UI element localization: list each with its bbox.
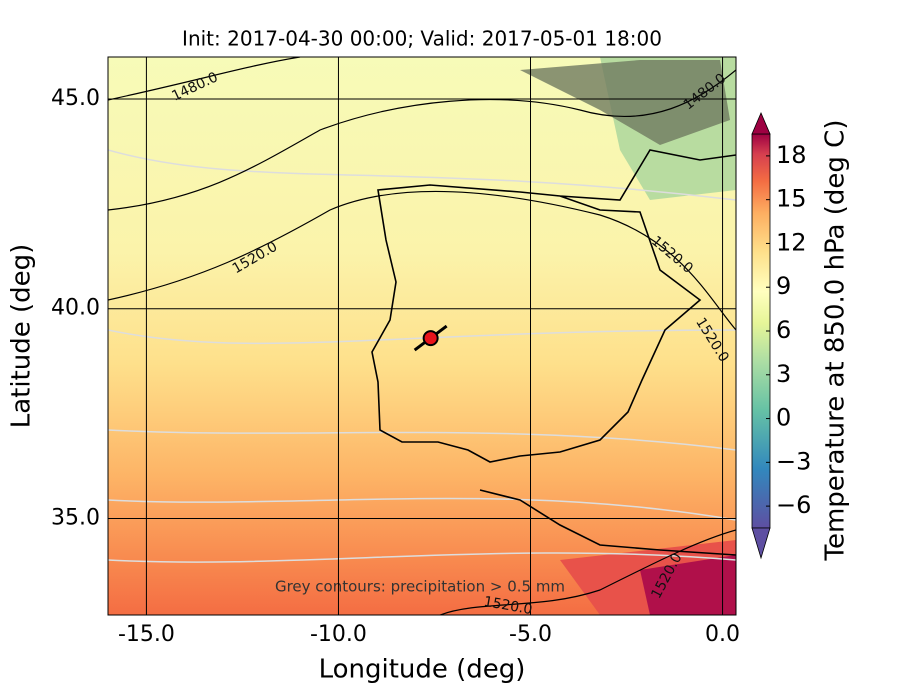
y-tick-label: 40.0 bbox=[51, 296, 100, 321]
colorbar-tick-label: 0 bbox=[776, 404, 791, 432]
x-tick-label: -10.0 bbox=[310, 622, 367, 647]
colorbar-tick-label: 15 bbox=[776, 185, 807, 213]
x-tick-label: -5.0 bbox=[509, 622, 552, 647]
colorbar-tick-label: 9 bbox=[776, 272, 791, 300]
title: Init: 2017-04-30 00:00; Valid: 2017-05-0… bbox=[182, 27, 662, 51]
location-marker bbox=[422, 330, 439, 347]
y-axis-label: Latitude (deg) bbox=[7, 244, 37, 429]
colorbar-tick-label: −3 bbox=[776, 447, 811, 475]
x-tick-label: 0.0 bbox=[705, 622, 740, 647]
annotation: Grey contours: precipitation > 0.5 mm bbox=[275, 578, 565, 596]
colorbar-tick-label: −6 bbox=[776, 491, 811, 519]
coastline bbox=[371, 149, 736, 463]
colorbar-extend-min bbox=[751, 527, 771, 560]
x-axis-label: Longitude (deg) bbox=[319, 655, 526, 685]
colorbar-label: Temperature at 850.0 hPa (deg C) bbox=[821, 120, 851, 562]
colorbar-tick-label: 18 bbox=[776, 141, 807, 169]
y-tick-label: 45.0 bbox=[51, 86, 100, 111]
colorbar-tick-label: 6 bbox=[776, 316, 791, 344]
y-tick-label: 35.0 bbox=[51, 506, 100, 531]
hot-region bbox=[640, 555, 736, 615]
colorbar-tick-label: 12 bbox=[776, 228, 807, 256]
precip-region bbox=[520, 60, 730, 145]
temperature-contours bbox=[108, 149, 736, 563]
x-tick-label: -15.0 bbox=[118, 622, 175, 647]
plot-frame bbox=[107, 56, 737, 616]
coastline-africa bbox=[479, 489, 736, 556]
map-area bbox=[108, 57, 736, 615]
height-contours bbox=[108, 57, 736, 615]
colorbar-extend-max bbox=[751, 111, 771, 135]
colorbar-tick-label: 3 bbox=[776, 360, 791, 388]
